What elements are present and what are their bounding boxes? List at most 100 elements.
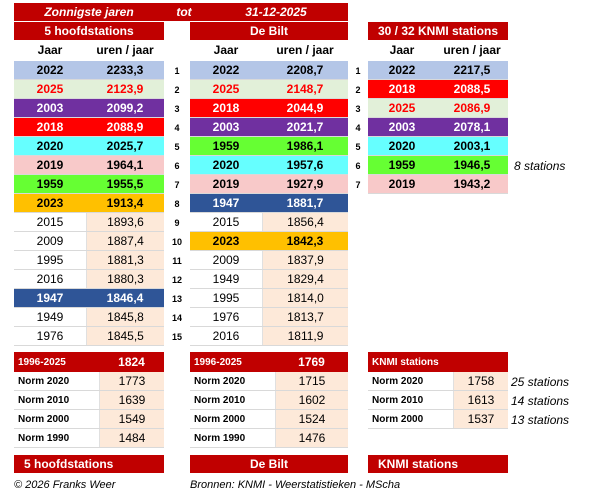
year-cell: 2022 — [388, 63, 416, 77]
header-knmi-stations: 30 / 32 KNMI stations — [368, 22, 508, 40]
norm-value: 1484 — [99, 429, 164, 447]
table-row: 1959 1986,1 — [190, 137, 348, 156]
rank-column-2: 1 2 3 4 5 6 7 — [348, 61, 368, 194]
table-5-hoofdstations: 2022 2233,3 2025 2123,9 2003 2099,2 2018 2088,9… — [14, 61, 164, 346]
stats-row: Norm 2010 1613 — [368, 391, 508, 410]
stats-row: Norm 1990 1484 — [14, 429, 164, 448]
table-row: 2023 1842,3 — [190, 232, 348, 251]
value-cell: 2044,9 — [286, 101, 324, 115]
year-cell: 2022 — [36, 63, 64, 77]
header-de-bilt: De Bilt — [190, 22, 348, 40]
value-cell: 1964,1 — [106, 158, 144, 172]
footer-copyright: © 2026 Franks Weer — [14, 479, 116, 491]
norm-label: Norm 2020 — [372, 375, 424, 387]
value-cell: 1829,4 — [262, 270, 348, 288]
norm-value: 1476 — [275, 429, 348, 447]
year-cell: 2022 — [212, 63, 240, 77]
table-row: 1995 1881,3 — [14, 251, 164, 270]
year-cell: 1947 — [212, 196, 240, 210]
value-cell: 1927,9 — [286, 177, 324, 191]
value-cell: 1881,3 — [86, 251, 164, 269]
bottom-de-bilt: De Bilt — [190, 455, 348, 473]
stats-header: 1996-2025 1769 — [190, 352, 348, 372]
year-cell: 1995 — [212, 291, 240, 305]
norm-label: Norm 2020 — [18, 375, 70, 387]
value-cell: 1813,7 — [262, 308, 348, 326]
value-cell: 1913,4 — [106, 196, 144, 210]
stats-row: Norm 2000 1549 — [14, 410, 164, 429]
table-row: 2025 2086,9 — [368, 99, 508, 118]
table-row: 2003 2021,7 — [190, 118, 348, 137]
table-row: 1947 1846,4 — [14, 289, 164, 308]
rank-number: 14 — [171, 312, 182, 323]
tot-label: tot — [164, 3, 204, 21]
norm-value: 1524 — [275, 410, 348, 428]
stats-row: Norm 2020 1715 — [190, 372, 348, 391]
year-cell: 2025 — [36, 82, 64, 96]
norm-label: Norm 1990 — [194, 432, 246, 444]
year-cell: 1949 — [36, 310, 64, 324]
rank-number: 12 — [171, 274, 182, 285]
col-jaar-knmi: Jaar — [368, 41, 436, 59]
value-cell: 2148,7 — [286, 82, 324, 96]
value-cell: 1986,1 — [286, 139, 324, 153]
norm-station-count: 14 stations — [511, 393, 570, 408]
year-cell: 1976 — [36, 329, 64, 343]
stats-row: Norm 2020 1758 — [368, 372, 508, 391]
stats-header-label: KNMI stations — [372, 356, 439, 368]
table-row: 2020 2025,7 — [14, 137, 164, 156]
footer-sources: Bronnen: KNMI - Weerstatistieken - MScha — [190, 479, 401, 491]
value-cell: 2088,9 — [106, 120, 144, 134]
rank-number: 3 — [355, 103, 361, 114]
table-row: 2009 1837,9 — [190, 251, 348, 270]
value-cell: 2208,7 — [286, 63, 324, 77]
table-row: 2003 2078,1 — [368, 118, 508, 137]
value-cell: 1881,7 — [286, 196, 324, 210]
table-row: 1949 1829,4 — [190, 270, 348, 289]
year-cell: 2023 — [212, 234, 240, 248]
year-cell: 2019 — [212, 177, 240, 191]
stats-row: Norm 2020 1773 — [14, 372, 164, 391]
norm-label: Norm 2000 — [18, 413, 70, 425]
rank-number: 4 — [174, 122, 180, 133]
table-row: 2016 1811,9 — [190, 327, 348, 346]
stats-header-label: 1996-2025 — [18, 356, 66, 368]
value-cell: 2086,9 — [453, 101, 491, 115]
value-cell: 1814,0 — [262, 289, 348, 307]
value-cell: 1837,9 — [262, 251, 348, 269]
value-cell: 2217,5 — [453, 63, 491, 77]
table-row: 2022 2233,3 — [14, 61, 164, 80]
table-row: 1995 1814,0 — [190, 289, 348, 308]
knmi-note: 8 stations — [514, 158, 566, 173]
norm-value: 1758 — [453, 372, 508, 390]
rank-number: 2 — [355, 84, 361, 95]
year-cell: 1995 — [36, 253, 64, 267]
date-label: 31-12-2025 — [204, 3, 348, 21]
norm-value: 1602 — [275, 391, 348, 409]
value-cell: 2099,2 — [106, 101, 144, 115]
value-cell: 1845,8 — [86, 308, 164, 326]
rank-number: 6 — [174, 160, 180, 171]
year-cell: 2003 — [36, 101, 64, 115]
value-cell: 1887,4 — [86, 232, 164, 250]
value-cell: 1946,5 — [453, 158, 491, 172]
table-row: 1959 1955,5 — [14, 175, 164, 194]
rank-number: 3 — [174, 103, 180, 114]
year-cell: 2016 — [36, 272, 64, 286]
norm-label: Norm 2020 — [194, 375, 246, 387]
rank-number: 11 — [172, 255, 182, 266]
year-cell: 2016 — [212, 329, 240, 343]
year-cell: 2018 — [212, 101, 240, 115]
value-cell: 1846,4 — [106, 291, 144, 305]
value-cell: 2078,1 — [453, 120, 491, 134]
norm-station-count: 13 stations — [511, 412, 570, 427]
stats-row: Norm 2010 1639 — [14, 391, 164, 410]
table-row: 2019 1964,1 — [14, 156, 164, 175]
value-cell: 2025,7 — [106, 139, 144, 153]
table-row: 2023 1913,4 — [14, 194, 164, 213]
table-row: 2015 1893,6 — [14, 213, 164, 232]
table-row: 1949 1845,8 — [14, 308, 164, 327]
table-row: 1976 1845,5 — [14, 327, 164, 346]
rank-number: 1 — [355, 65, 361, 76]
stats-row: Norm 2000 1524 — [190, 410, 348, 429]
